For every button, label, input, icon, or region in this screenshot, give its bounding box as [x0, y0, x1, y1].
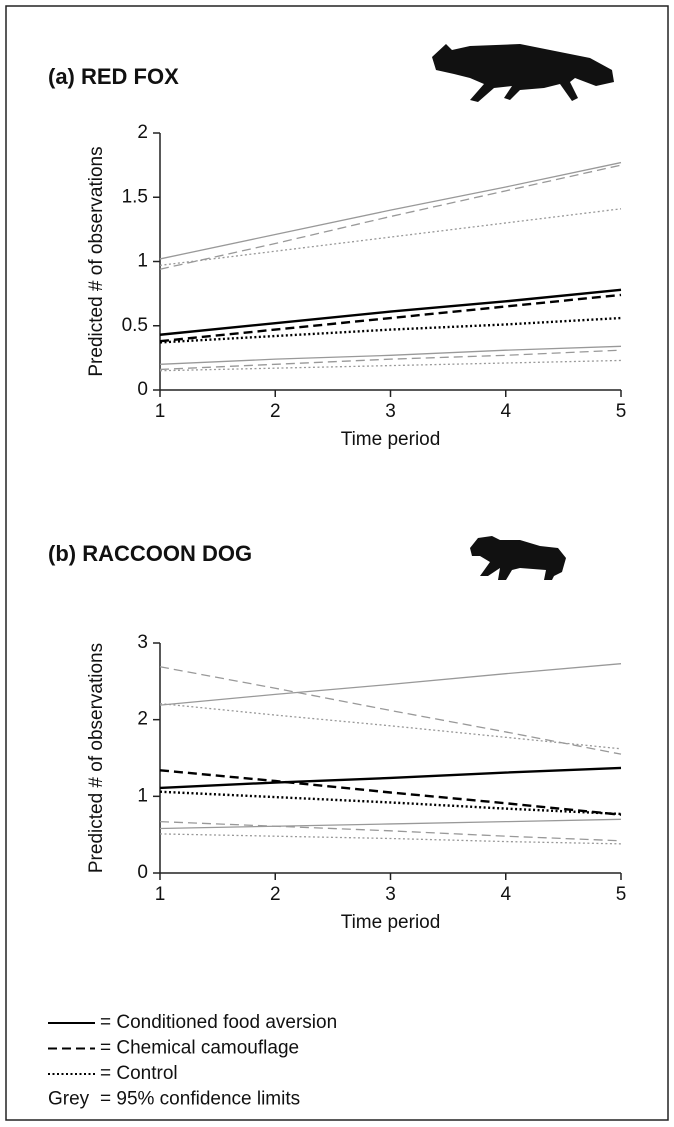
series-line	[159, 820, 622, 842]
x-tick-label: 4	[500, 401, 511, 422]
x-axis-label: Time period	[341, 912, 441, 933]
x-tick-label: 2	[270, 401, 281, 422]
series-line	[159, 316, 622, 344]
x-axis-label: Time period	[341, 429, 441, 450]
fox-silhouette	[432, 44, 614, 102]
y-tick-label: 1	[137, 785, 148, 806]
legend-prefix: Grey	[48, 1089, 90, 1110]
series-line	[159, 666, 622, 755]
chart-title: (b) RACCOON DOG	[48, 541, 252, 566]
x-tick-label: 3	[385, 884, 396, 905]
y-tick-label: 2	[137, 122, 148, 143]
series-line	[159, 769, 622, 816]
x-tick-label: 5	[616, 401, 627, 422]
series-line	[159, 790, 622, 816]
legend-label: = Conditioned food aversion	[100, 1012, 337, 1033]
x-tick-label: 1	[155, 884, 166, 905]
x-tick-label: 5	[616, 884, 627, 905]
raccoon-dog-silhouette	[470, 536, 566, 580]
series-line	[159, 702, 622, 750]
series-line	[159, 818, 622, 830]
y-tick-label: 1.5	[122, 186, 148, 207]
y-tick-label: 0	[137, 379, 148, 400]
legend-label: = 95% confidence limits	[100, 1089, 300, 1110]
series-line	[159, 663, 622, 706]
x-tick-label: 2	[270, 884, 281, 905]
legend-label: = Control	[100, 1063, 178, 1084]
y-axis-label: Predicted # of observations	[86, 146, 107, 376]
x-tick-label: 1	[155, 401, 166, 422]
series-line	[159, 349, 622, 371]
series-line	[159, 345, 622, 365]
y-tick-label: 2	[137, 709, 148, 730]
y-tick-label: 0.5	[122, 315, 148, 336]
series-line	[159, 293, 622, 343]
series-line	[159, 766, 622, 790]
series-line	[159, 359, 622, 372]
y-tick-label: 1	[137, 251, 148, 272]
series-line	[159, 164, 622, 270]
series-line	[159, 288, 622, 336]
x-tick-label: 3	[385, 401, 396, 422]
y-tick-label: 3	[137, 632, 148, 653]
chart-title: (a) RED FOX	[48, 64, 179, 89]
y-tick-label: 0	[137, 862, 148, 883]
legend-label: = Chemical camouflage	[100, 1038, 299, 1059]
y-axis-label: Predicted # of observations	[86, 643, 107, 873]
series-line	[159, 833, 622, 845]
series-line	[159, 161, 622, 260]
series-line	[159, 208, 622, 267]
x-tick-label: 4	[500, 884, 511, 905]
